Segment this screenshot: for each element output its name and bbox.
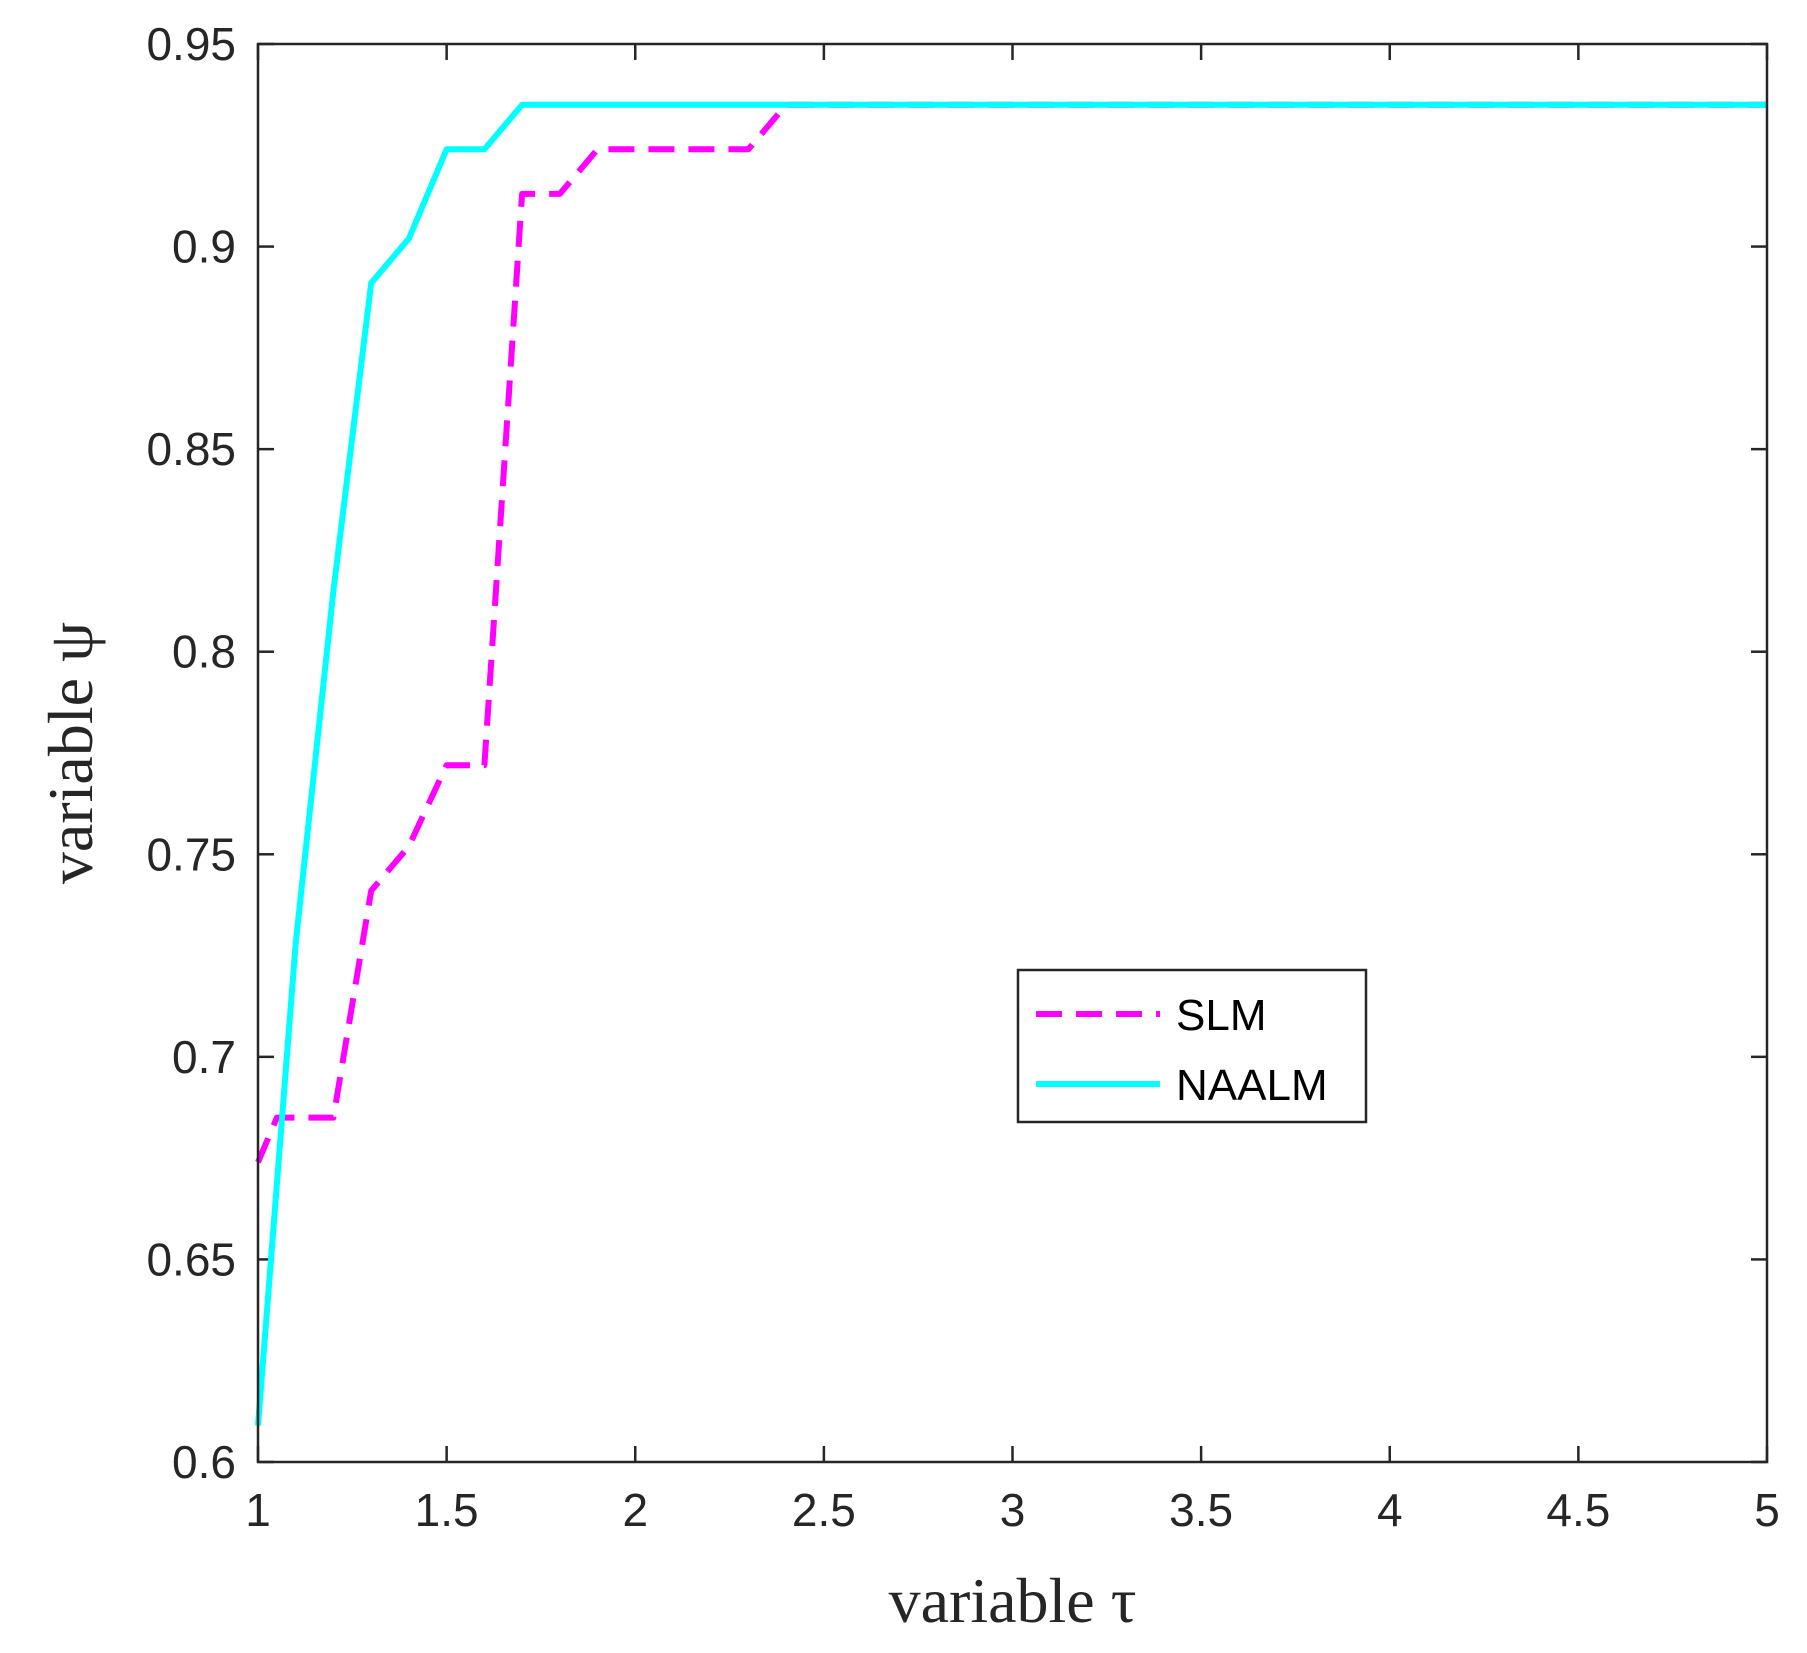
series-layer [255,101,1767,1426]
x-tick-label: 2 [622,1484,648,1536]
x-axis-ticks: 1 1.5 2 2.5 3 3.5 4 4.5 5 [245,44,1780,1536]
y-tick-label: 0.8 [172,626,236,678]
legend-label-naalm: NAALM [1176,1061,1328,1110]
y-tick-label: 0.85 [146,423,236,475]
x-tick-label: 1 [245,1484,271,1536]
x-tick-label: 2.5 [792,1484,856,1536]
x-axis-title: variable τ [889,1565,1137,1636]
series-line-naalm [255,101,1767,1426]
y-tick-label: 0.6 [172,1436,236,1488]
y-tick-label: 0.9 [172,221,236,273]
legend: SLM NAALM [1016,968,1368,1124]
legend-label-slm: SLM [1176,991,1266,1040]
x-tick-label: 1.5 [415,1484,479,1536]
y-tick-label: 0.95 [146,18,236,70]
y-tick-label: 0.75 [146,828,236,880]
plot-area [258,44,1767,1462]
x-tick-label: 4 [1377,1484,1403,1536]
x-tick-label: 5 [1754,1484,1780,1536]
plot-frame [256,42,1769,1464]
y-tick-label: 0.65 [146,1233,236,1285]
legend-box [1016,968,1368,1124]
x-tick-label: 3.5 [1169,1484,1233,1536]
y-axis-ticks: 0.6 0.65 0.7 0.75 0.8 0.85 0.9 0.95 [146,18,1767,1488]
y-tick-label: 0.7 [172,1031,236,1083]
x-tick-label: 3 [1000,1484,1026,1536]
y-axis-title: variable ψ [35,622,106,884]
series-line-slm [255,101,1767,1164]
x-tick-label: 4.5 [1546,1484,1610,1536]
